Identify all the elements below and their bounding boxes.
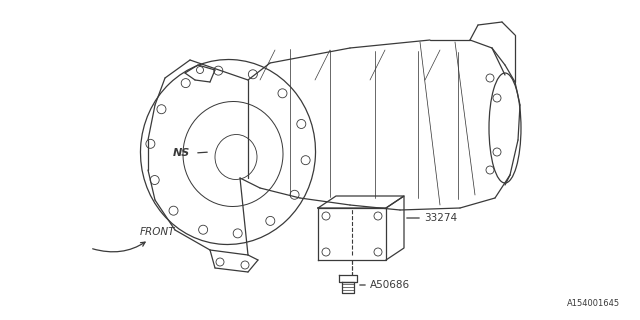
Text: NS: NS	[173, 148, 190, 158]
Text: A50686: A50686	[370, 280, 410, 290]
Text: A154001645: A154001645	[567, 299, 620, 308]
Text: FRONT: FRONT	[93, 227, 175, 252]
Text: 33274: 33274	[424, 213, 457, 223]
